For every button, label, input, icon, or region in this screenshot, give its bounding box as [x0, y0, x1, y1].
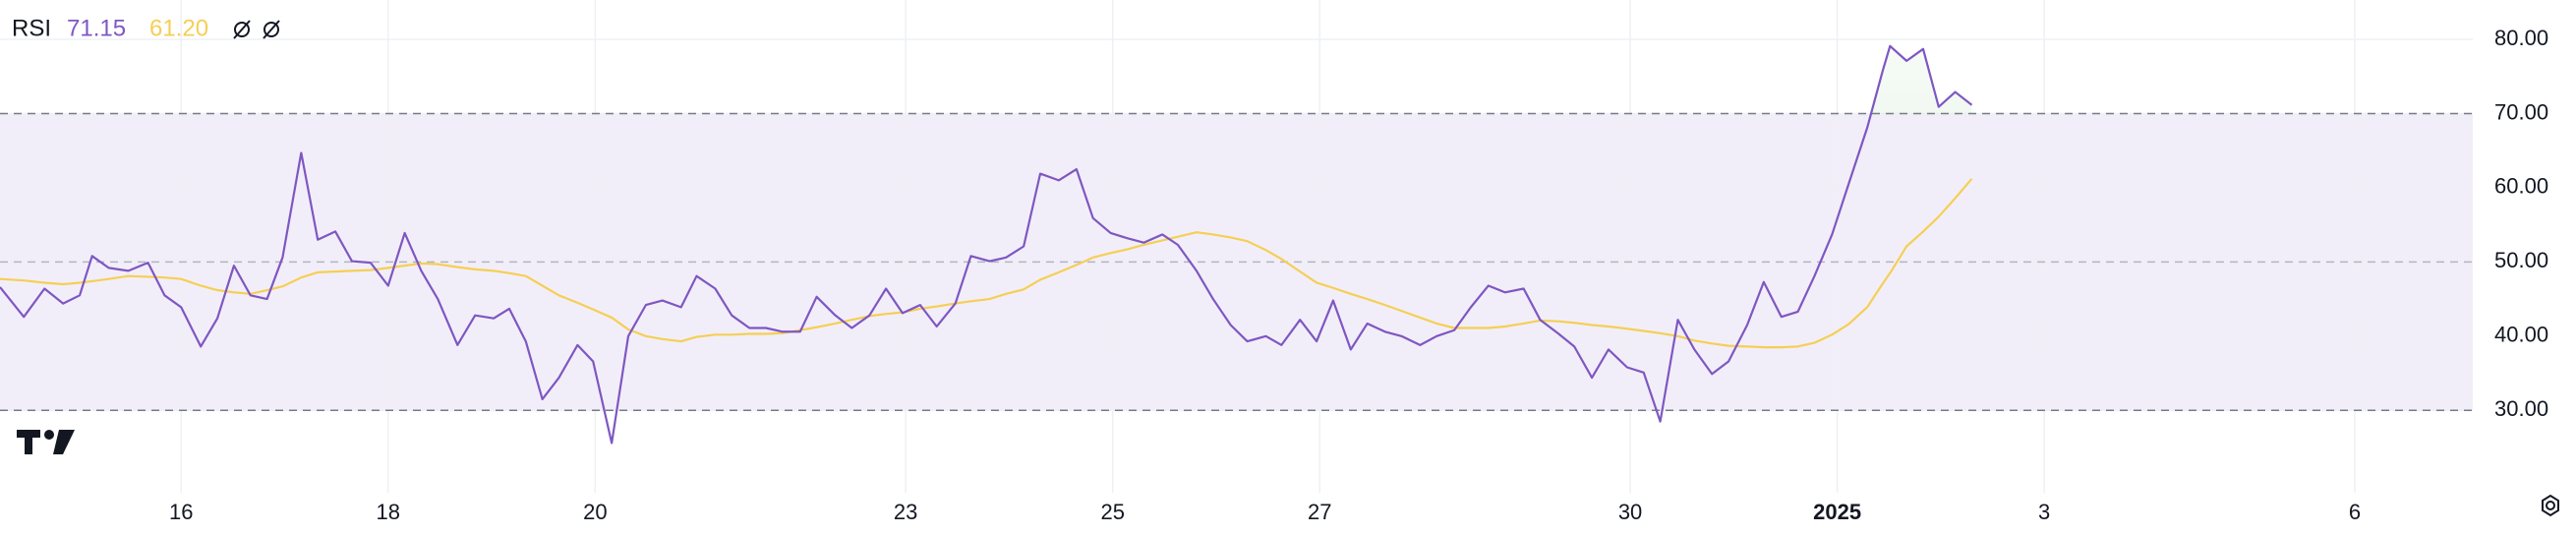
x-tick-label: 2025: [1813, 500, 1861, 524]
labels-layer: 30.00 40.00 50.00 60.00 70.00 80.00 16 18 20 23 25…: [169, 26, 2548, 524]
hidden-input-icon[interactable]: [263, 20, 280, 39]
background-layer: [0, 0, 2473, 493]
y-tick-label: 70.00: [2494, 99, 2548, 124]
x-tick-label: 16: [169, 500, 193, 524]
y-tick-label: 80.00: [2494, 26, 2548, 50]
indicator-title: RSI: [12, 15, 51, 41]
y-tick-label: 60.00: [2494, 174, 2548, 199]
x-tick-label: 18: [377, 500, 400, 524]
x-tick-label: 23: [894, 500, 917, 524]
x-tick-label: 3: [2038, 500, 2050, 524]
ma-value: 61.20: [149, 15, 208, 41]
y-tick-label: 30.00: [2494, 396, 2548, 421]
x-tick-label: 27: [1308, 500, 1331, 524]
header: RSI 71.15 61.20: [12, 15, 280, 41]
x-tick-label: 30: [1618, 500, 1642, 524]
y-tick-label: 40.00: [2494, 323, 2548, 347]
x-tick-label: 20: [583, 500, 607, 524]
rsi-line: [0, 44, 1973, 445]
rsi-ma-line: [0, 178, 1973, 349]
x-tick-label: 25: [1100, 500, 1124, 524]
hidden-input-icon[interactable]: [233, 20, 251, 39]
settings-icon[interactable]: [2542, 494, 2559, 517]
x-tick-label: 6: [2349, 500, 2361, 524]
rsi-value: 71.15: [67, 15, 126, 41]
tradingview-logo[interactable]: [17, 430, 75, 454]
lines-layer: [0, 44, 1973, 445]
y-tick-label: 50.00: [2494, 248, 2548, 272]
